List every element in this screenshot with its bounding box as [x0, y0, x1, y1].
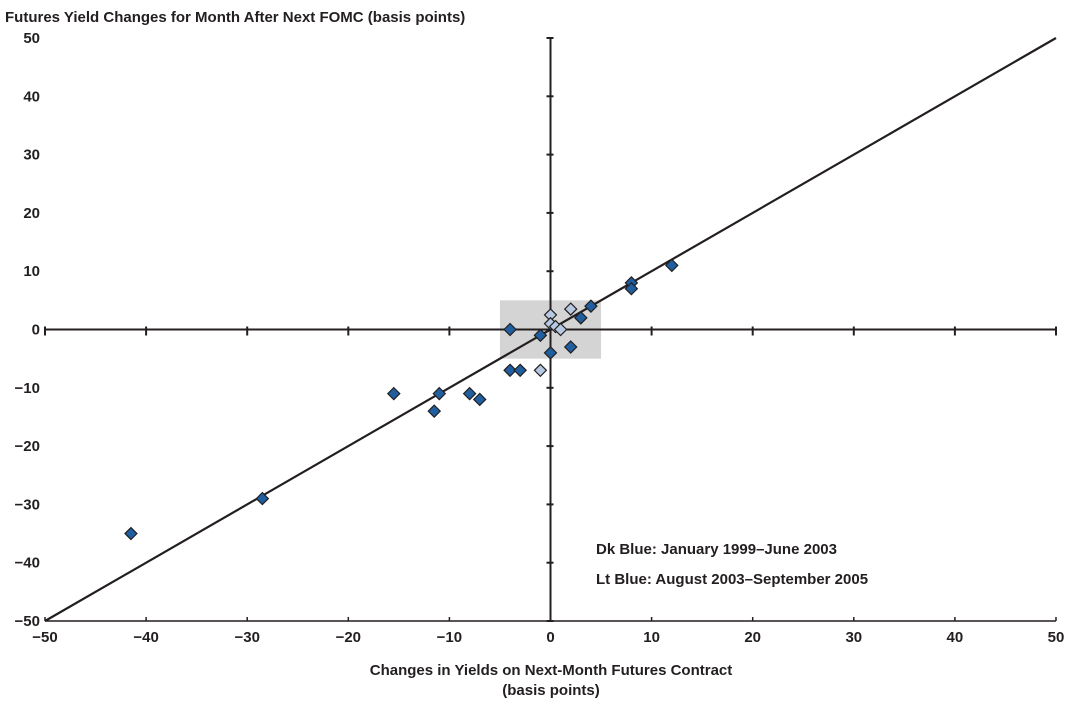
data-point-light-blue [533, 363, 548, 378]
y-tick-label: 30 [23, 147, 40, 164]
legend-annotation-light-blue: Lt Blue: August 2003–September 2005 [596, 571, 868, 588]
data-point-dark-blue [462, 386, 477, 401]
data-point-dark-blue [255, 491, 270, 506]
data-point-dark-blue [664, 258, 679, 273]
y-tick-label: 50 [23, 30, 40, 47]
data-point-light-blue [563, 302, 578, 316]
data-point-dark-blue [533, 328, 548, 343]
data-point-dark-blue [624, 281, 639, 296]
x-axis-title-units: (basis points) [502, 682, 600, 699]
data-point-dark-blue [503, 322, 517, 337]
data-point-dark-blue [563, 340, 578, 354]
data-point-dark-blue [472, 392, 487, 407]
x-tick-label: −30 [234, 629, 259, 646]
data-point-dark-blue [584, 299, 598, 314]
x-tick-label: −40 [133, 629, 158, 646]
y-tick-label: −30 [15, 496, 40, 513]
data-point-light-blue [553, 322, 568, 337]
x-tick-label: 40 [947, 629, 964, 646]
x-axis-title: Changes in Yields on Next-Month Futures … [370, 662, 733, 679]
y-tick-label: −50 [15, 613, 40, 630]
data-point-dark-blue [513, 363, 528, 378]
x-tick-label: −50 [32, 629, 57, 646]
data-point-dark-blue [432, 386, 447, 401]
data-point-dark-blue [427, 404, 442, 418]
legend-annotation-dark-blue: Dk Blue: January 1999–June 2003 [596, 541, 837, 558]
x-tick-label: 30 [845, 629, 862, 646]
data-point-dark-blue [124, 526, 138, 541]
x-tick-label: 0 [546, 629, 554, 646]
data-point-dark-blue [543, 345, 558, 360]
y-tick-label: 10 [23, 263, 40, 280]
x-tick-label: 50 [1048, 629, 1065, 646]
y-tick-label: −40 [15, 555, 40, 572]
chart-title: Futures Yield Changes for Month After Ne… [5, 9, 465, 26]
x-tick-label: 20 [744, 629, 761, 646]
data-point-dark-blue [573, 310, 588, 325]
data-points [124, 258, 679, 541]
y-tick-label: 0 [32, 322, 40, 339]
y-tick-label: −20 [15, 438, 40, 455]
x-tick-label: −10 [437, 629, 462, 646]
x-tick-label: 10 [643, 629, 660, 646]
y-tick-label: 40 [23, 88, 40, 105]
x-tick-label: −20 [336, 629, 361, 646]
y-tick-label: −10 [15, 380, 40, 397]
data-point-dark-blue [386, 386, 401, 401]
data-point-dark-blue [503, 363, 517, 378]
y-tick-label: 20 [23, 205, 40, 222]
